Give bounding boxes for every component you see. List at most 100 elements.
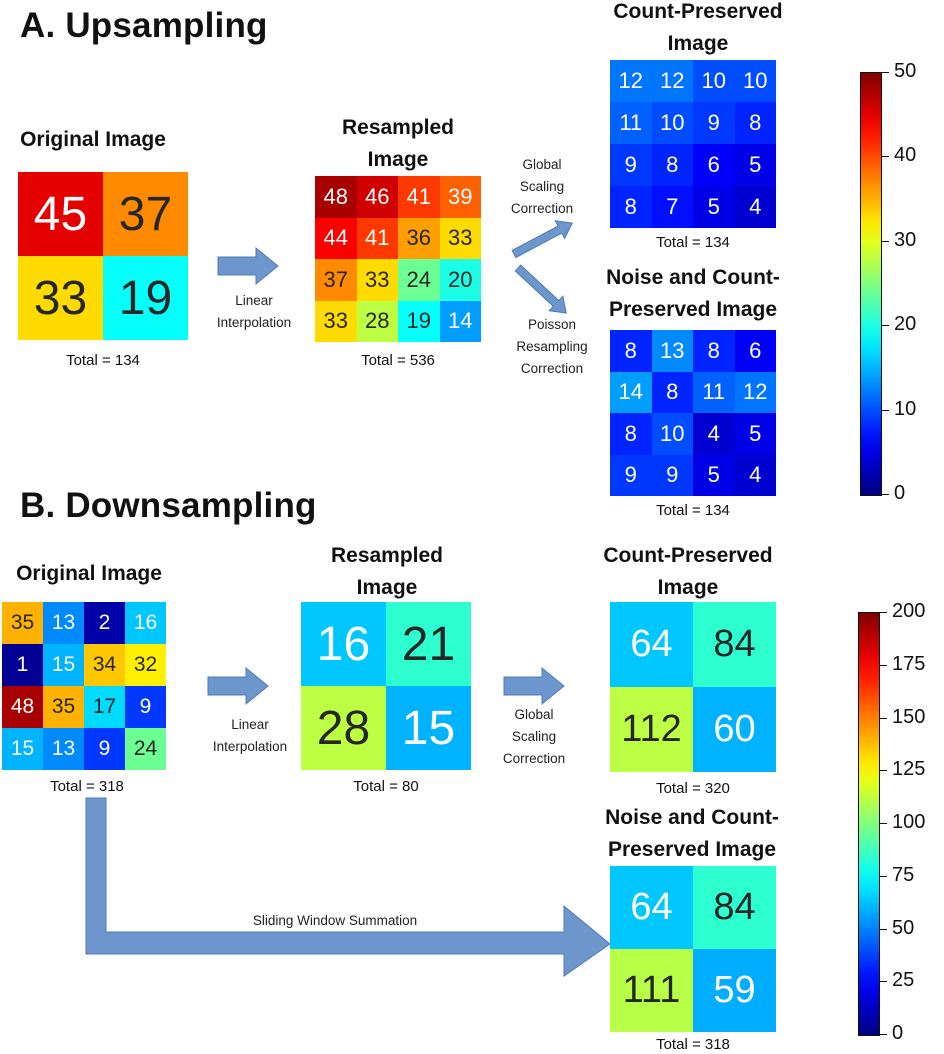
colorbar-tick-mark	[880, 875, 887, 877]
heatmap-cell: 28	[356, 300, 398, 342]
heatmap-cell: 46	[356, 176, 398, 218]
heatmap-cell: 12	[651, 60, 693, 102]
colorbar-tick-label: 20	[894, 313, 917, 336]
heatmap-cell: 4	[693, 413, 735, 455]
heatmap-cell: 8	[610, 330, 652, 372]
heatmap-cell: 35	[2, 602, 43, 644]
b-resampled-title: Resampled Image	[330, 544, 444, 599]
a-count-preserved-heatmap: 12 12 10 10 11 10 9 8 9 8 6 5 8 7 5 4	[610, 60, 776, 228]
colorbar-tick-label: 175	[892, 652, 926, 675]
b-sliding-label: Sliding Window Summation	[252, 913, 418, 928]
b-count-preserved-title: Count-Preserved Image	[603, 544, 773, 599]
heatmap-cell: 112	[610, 687, 693, 772]
heatmap-cell: 17	[84, 686, 125, 728]
a-poisson-arrow	[514, 264, 567, 314]
heatmap-cell: 4	[734, 186, 776, 228]
colorbar-tick-mark	[882, 494, 889, 495]
a-resampled-heatmap: 48 46 41 39 44 41 36 33 37 33 24 20 33 28 19 14	[315, 176, 481, 342]
b-noise-preserved-title: Noise and Count- Preserved Image	[605, 806, 779, 861]
a-noise-preserved-heatmap: 8 13 8 6 14 8 11 12 8 10 4 5 9 9 5 4	[610, 330, 776, 496]
heatmap-cell: 10	[734, 60, 776, 102]
a-noise-preserved-title: Noise and Count- Preserved Image	[606, 266, 780, 321]
heatmap-cell: 41	[356, 217, 398, 259]
heatmap-cell: 9	[125, 686, 166, 728]
heatmap-cell: 8	[734, 102, 776, 144]
heatmap-cell: 6	[734, 330, 776, 372]
colorbar-tick-mark	[880, 928, 887, 930]
b-global-label: Global Scaling Correction	[502, 707, 566, 766]
heatmap-cell: 2	[84, 602, 125, 644]
heatmap-cell: 33	[356, 259, 398, 301]
heatmap-cell: 33	[439, 217, 481, 259]
heatmap-cell: 48	[315, 176, 357, 218]
heatmap-cell: 14	[439, 300, 481, 342]
heatmap-cell: 64	[610, 866, 693, 949]
b-count-preserved-heatmap: 64 84 112 60	[610, 602, 776, 772]
heatmap-cell: 11	[693, 371, 735, 413]
colorbar-tick-label: 0	[892, 1022, 904, 1044]
heatmap-cell: 8	[610, 186, 652, 228]
a-original-total: Total = 134	[66, 352, 140, 369]
heatmap-cell: 14	[610, 371, 652, 413]
a-original-heatmap: 45 37 33 19	[18, 172, 188, 340]
a-global-label: Global Scaling Correction	[510, 157, 574, 216]
colorbar-tick-label: 100	[892, 811, 926, 833]
colorbar-tick-mark	[882, 240, 889, 242]
colorbar-tick-label: 125	[892, 758, 926, 781]
heatmap-cell: 16	[301, 602, 386, 686]
colorbar-tick-mark	[882, 156, 889, 158]
b-original-heatmap: 35 13 2 16 1 15 34 32 48 35 17 9 15 13 9 24	[2, 602, 166, 770]
colorbar-tick-label: 10	[894, 397, 917, 420]
a-colorbar-ticks: 0 10 20 30 40 50	[882, 60, 942, 504]
a-colorbar	[860, 72, 882, 496]
heatmap-cell: 5	[693, 186, 735, 228]
heatmap-cell: 21	[386, 602, 471, 686]
colorbar-tick-label: 40	[894, 144, 917, 167]
heatmap-cell: 20	[439, 259, 481, 301]
colorbar-tick-mark	[880, 823, 887, 824]
b-colorbar	[858, 612, 880, 1036]
a-resampled-total: Total = 536	[361, 352, 435, 369]
colorbar-tick-label: 200	[892, 600, 926, 622]
heatmap-cell: 5	[734, 413, 776, 455]
heatmap-cell: 8	[651, 371, 693, 413]
b-global-arrow	[503, 666, 565, 706]
heatmap-cell: 10	[693, 60, 735, 102]
heatmap-cell: 12	[610, 60, 652, 102]
heatmap-cell: 64	[610, 602, 693, 687]
a-original-title: Original Image	[20, 128, 166, 151]
heatmap-cell: 13	[43, 602, 84, 644]
a-poisson-label: Poisson Resampling Correction	[516, 317, 588, 376]
heatmap-cell: 15	[43, 644, 84, 686]
b-sliding-window-arrow	[85, 797, 611, 977]
heatmap-cell: 11	[610, 102, 652, 144]
heatmap-cell: 37	[315, 259, 357, 301]
colorbar-tick-mark	[882, 72, 889, 73]
heatmap-cell: 9	[610, 454, 652, 496]
colorbar-tick-label: 50	[894, 60, 917, 82]
heatmap-cell: 19	[103, 256, 188, 340]
heatmap-cell: 33	[315, 300, 357, 342]
heatmap-cell: 15	[386, 686, 471, 770]
heatmap-cell: 84	[693, 602, 776, 687]
heatmap-cell: 10	[651, 413, 693, 455]
heatmap-cell: 41	[398, 176, 440, 218]
colorbar-tick-label: 50	[892, 916, 915, 939]
heatmap-cell: 9	[610, 144, 652, 186]
colorbar-tick-mark	[880, 664, 887, 666]
section-b-title: B. Downsampling	[20, 486, 317, 525]
heatmap-cell: 48	[2, 686, 43, 728]
heatmap-cell: 1	[2, 644, 43, 686]
heatmap-cell: 12	[734, 371, 776, 413]
b-original-total: Total = 318	[50, 778, 124, 795]
heatmap-cell: 16	[125, 602, 166, 644]
a-interp-arrow	[217, 246, 279, 286]
heatmap-cell: 4	[734, 454, 776, 496]
a-global-arrow	[511, 220, 574, 259]
heatmap-cell: 5	[734, 144, 776, 186]
heatmap-cell: 34	[84, 644, 125, 686]
heatmap-cell: 32	[125, 644, 166, 686]
b-count-preserved-total: Total = 320	[656, 780, 730, 797]
heatmap-cell: 24	[398, 259, 440, 301]
b-original-title: Original Image	[16, 562, 162, 585]
